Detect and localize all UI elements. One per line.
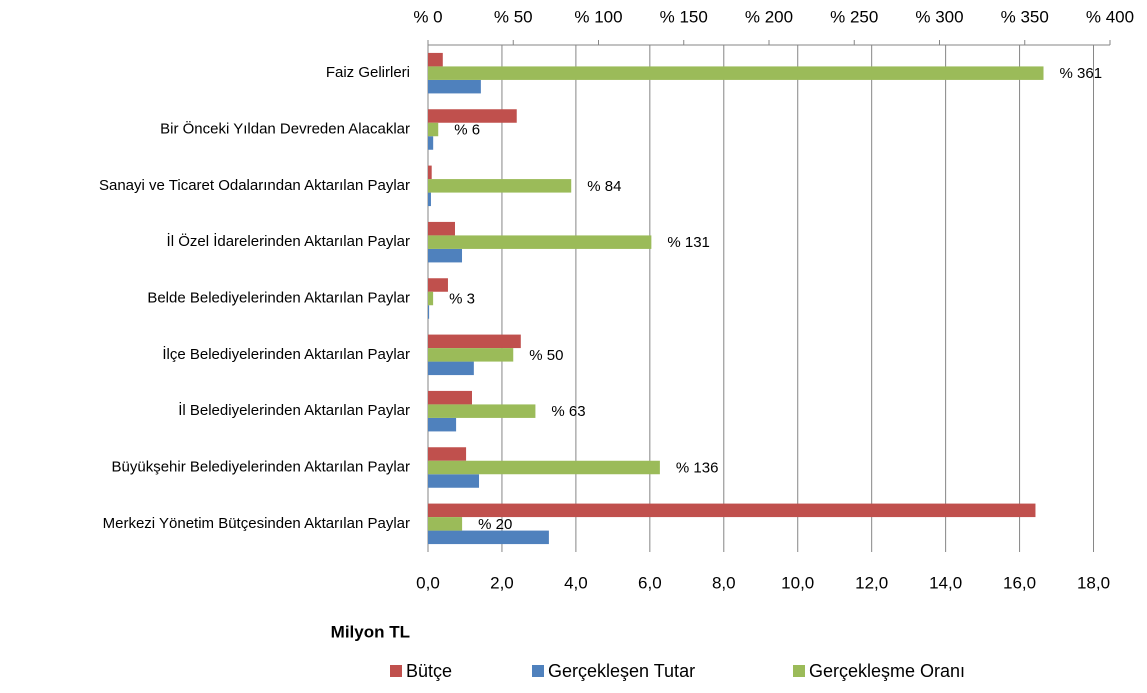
bar [428, 66, 1044, 80]
y-tick-label: İl Özel İdarelerinden Aktarılan Paylar [167, 232, 410, 250]
bar [428, 334, 521, 349]
bar [428, 460, 660, 475]
bar [428, 417, 457, 432]
x-tick-label: 4,0 [564, 573, 588, 592]
bar [428, 179, 572, 193]
x-axis-title: Milyon TL [331, 622, 410, 641]
x-tick-label: 10,0 [781, 573, 814, 592]
bar [428, 291, 434, 306]
x2-tick-label: % 350 [1001, 7, 1049, 26]
bar [428, 278, 448, 292]
bar [428, 530, 549, 545]
bar [428, 79, 481, 94]
y-tick-label: Belde Belediyelerinden Aktarılan Paylar [147, 289, 410, 306]
bar [428, 52, 443, 67]
bar [428, 390, 472, 405]
data-label: % 131 [667, 234, 710, 251]
legend-swatch [793, 665, 805, 677]
bar [428, 192, 431, 207]
bar [428, 517, 463, 531]
bar [428, 235, 652, 249]
x-tick-label: 2,0 [490, 573, 514, 592]
legend-label: Bütçe [406, 661, 452, 681]
x-tick-label: 18,0 [1077, 573, 1110, 592]
x-tick-label: 6,0 [638, 573, 662, 592]
y-tick-label: İl Belediyelerinden Aktarılan Paylar [178, 401, 410, 419]
x2-tick-label: % 400 [1086, 7, 1134, 26]
x-tick-label: 0,0 [416, 573, 440, 592]
x2-tick-label: % 0 [413, 7, 442, 26]
bar [428, 348, 514, 362]
bar [428, 109, 517, 123]
data-label: % 20 [478, 516, 512, 533]
data-label: % 3 [449, 290, 475, 307]
y-tick-label: Sanayi ve Ticaret Odalarından Aktarılan … [99, 177, 410, 194]
legend-swatch [532, 665, 544, 677]
bar [428, 305, 430, 319]
x2-tick-label: % 50 [494, 7, 533, 26]
data-label: % 361 [1060, 65, 1103, 82]
data-label: % 63 [551, 403, 585, 420]
bar [428, 136, 434, 150]
x-tick-label: 12,0 [855, 573, 888, 592]
y-tick-label: Faiz Gelirleri [326, 64, 410, 81]
x2-tick-label: % 300 [915, 7, 963, 26]
data-label: % 50 [529, 347, 563, 364]
bar [428, 503, 1036, 518]
x-tick-label: 8,0 [712, 573, 736, 592]
bar [428, 404, 536, 418]
x-tick-label: 14,0 [929, 573, 962, 592]
y-tick-label: Bir Önceki Yıldan Devreden Alacaklar [160, 119, 410, 137]
bar [428, 221, 455, 236]
x2-tick-label: % 200 [745, 7, 793, 26]
bar [428, 447, 467, 461]
y-tick-label: Merkezi Yönetim Bütçesinden Aktarılan Pa… [103, 515, 410, 532]
data-label: % 84 [587, 178, 621, 195]
bar [428, 474, 480, 488]
data-label: % 6 [454, 121, 480, 138]
bar [428, 361, 474, 376]
y-tick-label: Büyükşehir Belediyelerinden Aktarılan Pa… [112, 458, 411, 475]
x-tick-label: 16,0 [1003, 573, 1036, 592]
legend-swatch [390, 665, 402, 677]
bar [428, 165, 432, 180]
legend-label: Gerçekleşen Tutar [548, 661, 695, 681]
x2-tick-label: % 100 [574, 7, 622, 26]
bar [428, 248, 463, 263]
x2-tick-label: % 150 [660, 7, 708, 26]
y-tick-label: İlçe Belediyelerinden Aktarılan Paylar [162, 345, 410, 363]
legend-label: Gerçekleşme Oranı [809, 661, 965, 681]
data-label: % 136 [676, 459, 719, 476]
x2-tick-label: % 250 [830, 7, 878, 26]
bar [428, 122, 439, 137]
